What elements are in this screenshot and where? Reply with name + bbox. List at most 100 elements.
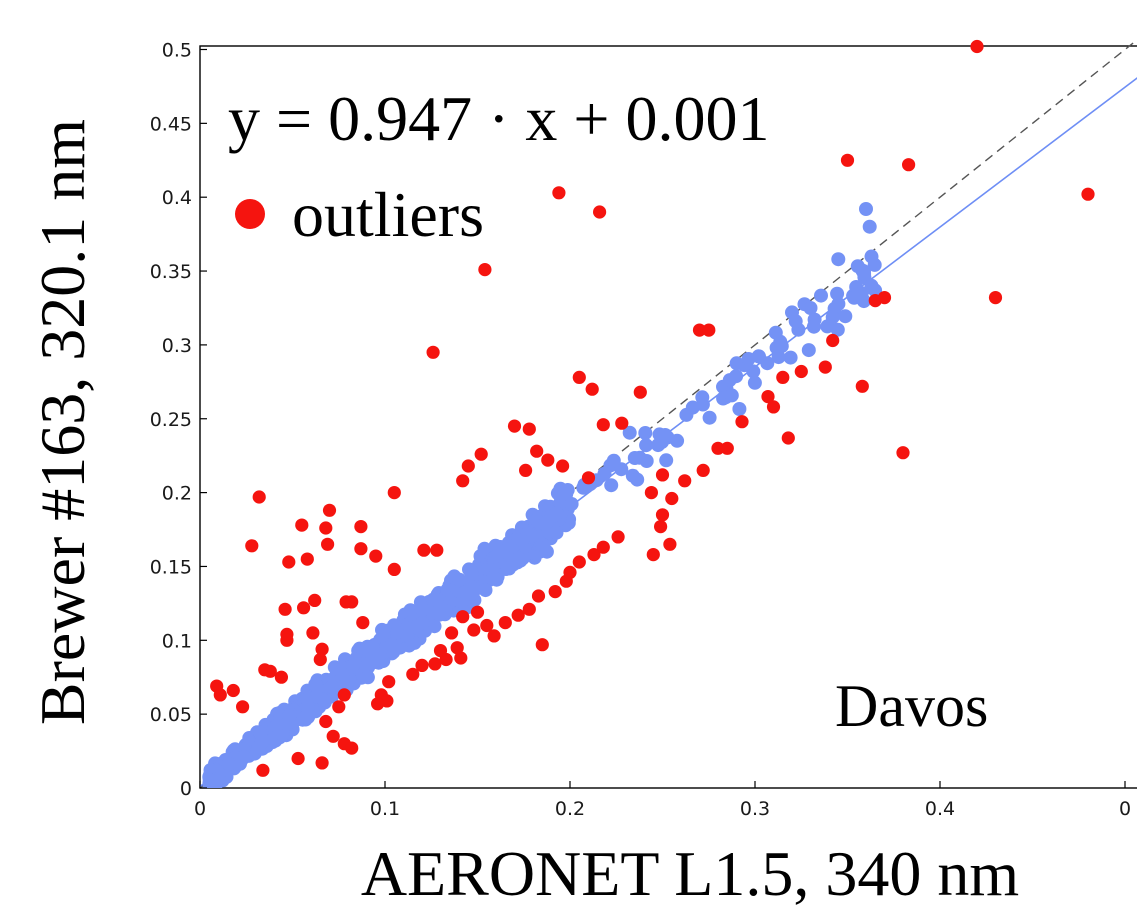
outlier-point: [902, 158, 916, 172]
y-tick-label: 0.4: [162, 187, 192, 209]
x-tick-label: 0: [1119, 798, 1131, 820]
y-tick-label: 0.15: [150, 556, 192, 578]
outlier-point: [415, 658, 429, 673]
outlier-point: [417, 543, 431, 557]
outlier-point: [426, 345, 440, 359]
data-point: [433, 599, 448, 614]
data-point: [486, 570, 501, 585]
outlier-point: [507, 419, 522, 433]
outliers-legend-label: outliers: [292, 179, 484, 250]
outlier-point: [445, 626, 459, 640]
outlier-point: [655, 468, 670, 482]
outlier-point: [633, 385, 647, 399]
equation-annotation: y = 0.947 · x + 0.001: [228, 83, 770, 154]
outlier-point: [406, 667, 420, 681]
data-point: [515, 533, 530, 548]
data-point: [783, 350, 798, 365]
outlier-point: [692, 323, 707, 337]
outlier-point: [530, 444, 544, 458]
data-point: [564, 497, 579, 511]
outlier-point: [213, 688, 227, 702]
outlier-point: [326, 729, 340, 743]
data-point: [838, 309, 853, 324]
data-point: [325, 680, 339, 694]
outlier-point: [291, 751, 305, 766]
data-point: [803, 301, 818, 315]
outlier-point: [354, 520, 368, 534]
outlier-point: [226, 683, 240, 698]
outlier-point: [563, 565, 577, 580]
outlier-point: [596, 418, 610, 432]
data-point: [298, 710, 313, 725]
outlier-point: [896, 446, 910, 460]
outlier-point: [478, 263, 492, 277]
outlier-point: [487, 629, 501, 643]
data-point: [464, 567, 479, 582]
data-point: [549, 525, 564, 540]
data-point: [864, 249, 879, 264]
data-point: [452, 572, 467, 587]
data-point: [376, 628, 391, 643]
data-point: [477, 541, 492, 556]
outlier-point: [258, 663, 272, 677]
x-tick-label: 0.3: [740, 798, 770, 820]
outlier-point: [522, 602, 536, 616]
outlier-point: [371, 697, 385, 711]
identity-line: [200, 39, 1137, 788]
outlier-point: [818, 360, 832, 374]
outlier-point: [337, 688, 351, 702]
y-tick-label: 0.5: [162, 40, 192, 62]
outlier-point: [596, 540, 610, 554]
data-point: [825, 310, 840, 325]
data-point: [458, 585, 473, 600]
data-point: [630, 472, 645, 487]
x-tick-label: 0.2: [555, 798, 585, 820]
x-tick-label: 0: [194, 798, 206, 820]
outlier-point: [315, 756, 329, 770]
data-point: [659, 453, 674, 468]
data-point: [489, 548, 504, 563]
data-point: [233, 752, 248, 767]
outlier-point: [480, 618, 494, 633]
outlier-point: [665, 491, 679, 506]
outlier-point: [345, 595, 359, 609]
outlier-point: [711, 441, 725, 455]
outlier-point: [587, 548, 601, 562]
data-point: [806, 319, 821, 334]
data-point: [768, 325, 783, 340]
outlier-point: [387, 562, 401, 577]
outlier-point: [702, 323, 716, 337]
outlier-point: [646, 548, 660, 562]
outlier-point: [295, 518, 309, 532]
data-point: [751, 349, 766, 364]
y-tick-label: 0.35: [150, 261, 192, 283]
outlier-point: [322, 503, 337, 517]
outlier-point: [321, 537, 335, 551]
outlier-point: [794, 364, 808, 379]
outlier-point: [308, 593, 322, 608]
data-point: [606, 453, 621, 468]
outlier-point: [776, 370, 790, 384]
data-point: [597, 466, 612, 481]
data-point: [801, 343, 816, 358]
y-tick-label: 0.25: [150, 409, 192, 431]
outlier-point: [319, 714, 333, 729]
data-point: [511, 551, 526, 566]
outlier-point: [280, 633, 294, 647]
data-point: [415, 602, 430, 617]
outlier-point: [382, 675, 396, 689]
data-point: [282, 709, 297, 724]
station-annotation: Davos: [835, 673, 988, 739]
data-point: [367, 654, 382, 669]
outlier-point: [430, 543, 444, 557]
data-point: [722, 373, 737, 388]
outlier-point: [369, 549, 383, 563]
outlier-point: [696, 463, 710, 477]
data-point: [478, 583, 493, 598]
outlier-point: [498, 616, 512, 630]
y-tick-label: 0: [180, 778, 192, 800]
data-point: [670, 433, 685, 448]
outlier-point: [387, 486, 401, 500]
outlier-point: [450, 641, 464, 655]
outlier-point: [548, 585, 562, 599]
